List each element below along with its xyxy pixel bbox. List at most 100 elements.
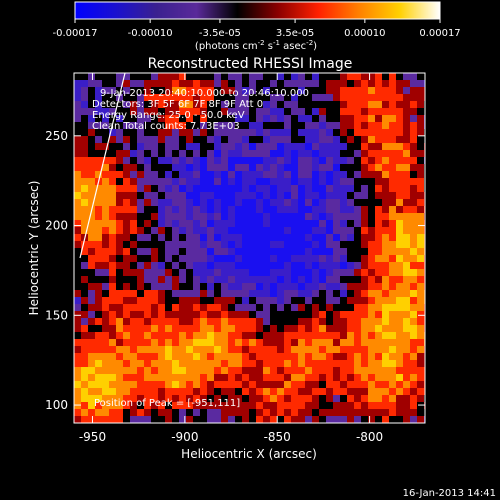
- heatmap-cell: [354, 416, 361, 423]
- heatmap-cell: [102, 318, 109, 325]
- heatmap-cell: [186, 297, 193, 304]
- heatmap-cell: [123, 178, 130, 185]
- heatmap-cell: [130, 199, 137, 206]
- heatmap-cell: [158, 185, 165, 192]
- heatmap-cell: [410, 269, 417, 276]
- heatmap-cell: [158, 94, 165, 101]
- heatmap-cell: [74, 297, 81, 304]
- heatmap-cell: [368, 185, 375, 192]
- heatmap-cell: [312, 108, 319, 115]
- heatmap-cell: [207, 178, 214, 185]
- heatmap-cell: [144, 80, 151, 87]
- heatmap-cell: [221, 402, 228, 409]
- heatmap-cell: [375, 80, 382, 87]
- heatmap-cell: [249, 311, 256, 318]
- heatmap-cell: [368, 248, 375, 255]
- heatmap-cell: [375, 164, 382, 171]
- heatmap-cell: [221, 360, 228, 367]
- heatmap-cell: [291, 381, 298, 388]
- heatmap-cell: [228, 136, 235, 143]
- heatmap-cell: [81, 122, 88, 129]
- heatmap-cell: [186, 185, 193, 192]
- heatmap-cell: [263, 311, 270, 318]
- heatmap-cell: [291, 122, 298, 129]
- heatmap-cell: [256, 409, 263, 416]
- heatmap-cell: [389, 227, 396, 234]
- heatmap-cell: [354, 192, 361, 199]
- heatmap-cell: [305, 143, 312, 150]
- heatmap-cell: [291, 227, 298, 234]
- heatmap-cell: [116, 122, 123, 129]
- heatmap-cell: [137, 311, 144, 318]
- heatmap-cell: [298, 241, 305, 248]
- heatmap-cell: [375, 416, 382, 423]
- heatmap-cell: [74, 143, 81, 150]
- heatmap-cell: [172, 101, 179, 108]
- heatmap-cell: [375, 115, 382, 122]
- heatmap-cell: [298, 143, 305, 150]
- heatmap-cell: [396, 409, 403, 416]
- heatmap-cell: [277, 185, 284, 192]
- heatmap-cell: [368, 101, 375, 108]
- heatmap-cell: [389, 395, 396, 402]
- heatmap-cell: [382, 178, 389, 185]
- heatmap-cell: [347, 80, 354, 87]
- heatmap-cell: [151, 220, 158, 227]
- heatmap-cell: [130, 255, 137, 262]
- heatmap-cell: [74, 171, 81, 178]
- heatmap-cell: [109, 80, 116, 87]
- heatmap-cell: [347, 269, 354, 276]
- heatmap-cell: [382, 80, 389, 87]
- heatmap-cell: [291, 255, 298, 262]
- heatmap-cell: [305, 80, 312, 87]
- heatmap-cell: [354, 374, 361, 381]
- heatmap-cell: [102, 157, 109, 164]
- heatmap-cell: [214, 311, 221, 318]
- heatmap-cell: [277, 332, 284, 339]
- heatmap-cell: [361, 220, 368, 227]
- heatmap-cell: [382, 101, 389, 108]
- heatmap-cell: [403, 388, 410, 395]
- heatmap-cell: [179, 101, 186, 108]
- heatmap-cell: [81, 416, 88, 423]
- heatmap-cell: [340, 276, 347, 283]
- heatmap-cell: [228, 80, 235, 87]
- heatmap-cell: [368, 129, 375, 136]
- heatmap-cell: [193, 185, 200, 192]
- heatmap-cell: [165, 241, 172, 248]
- heatmap-cell: [333, 108, 340, 115]
- heatmap-cell: [361, 325, 368, 332]
- heatmap-cell: [417, 87, 424, 94]
- heatmap-cell: [123, 318, 130, 325]
- heatmap-cell: [368, 346, 375, 353]
- heatmap-cell: [347, 143, 354, 150]
- heatmap-cell: [74, 108, 81, 115]
- heatmap-cell: [319, 318, 326, 325]
- heatmap-cell: [193, 227, 200, 234]
- heatmap-cell: [319, 157, 326, 164]
- heatmap-cell: [326, 297, 333, 304]
- heatmap-cell: [200, 129, 207, 136]
- heatmap-cell: [354, 367, 361, 374]
- heatmap-cell: [88, 164, 95, 171]
- heatmap-cell: [200, 297, 207, 304]
- heatmap-cell: [221, 171, 228, 178]
- heatmap-cell: [417, 206, 424, 213]
- heatmap-cell: [214, 192, 221, 199]
- heatmap-cell: [298, 199, 305, 206]
- heatmap-cell: [102, 129, 109, 136]
- heatmap-cell: [375, 220, 382, 227]
- heatmap-cell: [81, 206, 88, 213]
- heatmap-cell: [81, 255, 88, 262]
- heatmap-cell: [95, 416, 102, 423]
- heatmap-cell: [95, 276, 102, 283]
- heatmap-cell: [144, 367, 151, 374]
- heatmap-cell: [242, 283, 249, 290]
- heatmap-cell: [410, 157, 417, 164]
- heatmap-cell: [284, 360, 291, 367]
- heatmap-cell: [410, 409, 417, 416]
- heatmap-cell: [172, 332, 179, 339]
- heatmap-cell: [109, 332, 116, 339]
- heatmap-cell: [410, 115, 417, 122]
- heatmap-cell: [256, 255, 263, 262]
